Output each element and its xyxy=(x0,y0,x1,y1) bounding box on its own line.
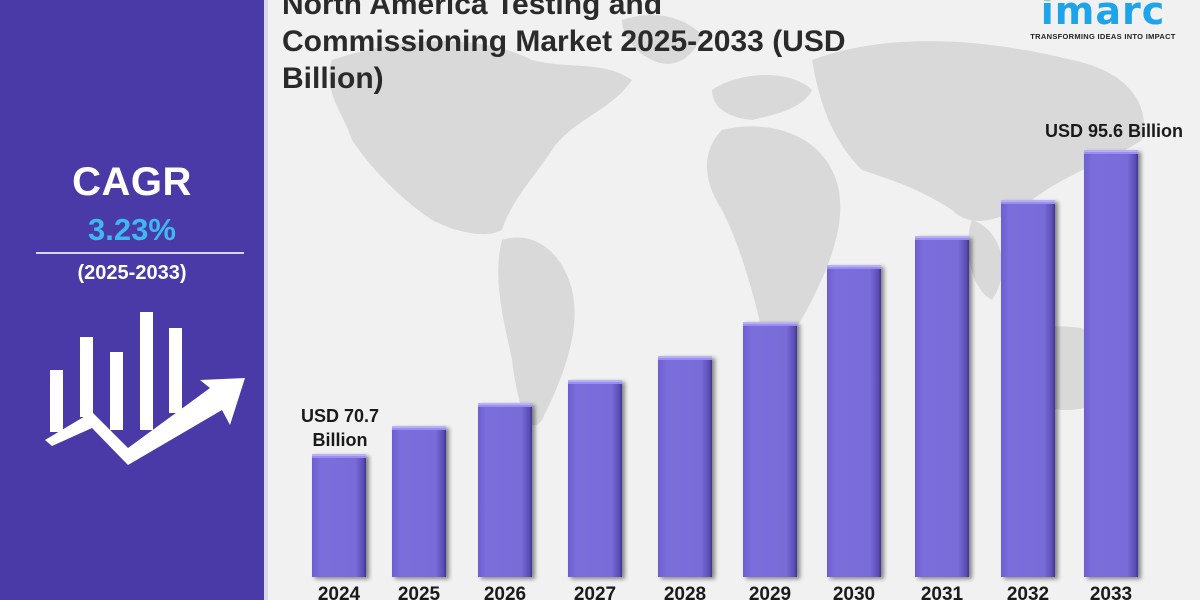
end-value-annotation: USD 95.6 Billion xyxy=(1044,121,1184,141)
bar-2026 xyxy=(478,403,532,577)
title-line-1: North America Testing and xyxy=(282,0,663,21)
bar-2028 xyxy=(658,356,712,577)
bar-2030 xyxy=(827,265,881,577)
cagr-label: CAGR xyxy=(72,160,192,204)
x-label-2024: 2024 xyxy=(317,584,361,600)
logo-tagline: TRANSFORMING IDEAS INTO IMPACT xyxy=(1030,32,1176,41)
bar-2033 xyxy=(1084,150,1138,577)
x-label-2026: 2026 xyxy=(483,584,527,600)
x-label-2025: 2025 xyxy=(397,584,441,600)
bar-2024 xyxy=(312,454,366,577)
start-value-line-2: Billion xyxy=(312,430,368,450)
logo-wordmark: imarc xyxy=(1040,0,1166,33)
cagr-panel: CAGR 3.23% (2025-2033) xyxy=(0,0,268,600)
x-label-2033: 2033 xyxy=(1089,584,1133,600)
title-line-2: Commissioning Market 2025-2033 (USD xyxy=(282,25,846,58)
growth-chart-arrow-icon xyxy=(45,312,245,465)
title-line-3: Billion) xyxy=(282,62,384,95)
bar-2029 xyxy=(743,322,797,577)
cagr-value: 3.23% xyxy=(88,212,176,247)
start-value-line-1: USD 70.7 xyxy=(300,406,380,426)
x-label-2027: 2027 xyxy=(573,584,617,600)
bar-2032 xyxy=(1001,200,1055,577)
x-label-2028: 2028 xyxy=(663,584,707,600)
divider xyxy=(36,252,244,254)
bar-chart: 2024 2025 2026 2027 2028 2029 2030 2031 … xyxy=(272,0,1200,600)
x-label-2032: 2032 xyxy=(1006,584,1050,600)
chart-title: North America Testing and Commissioning … xyxy=(282,0,982,97)
x-label-2031: 2031 xyxy=(920,584,964,600)
x-label-2030: 2030 xyxy=(832,584,876,600)
bar-2031 xyxy=(915,236,969,577)
bar-2027 xyxy=(568,380,622,577)
cagr-period: (2025-2033) xyxy=(77,262,187,284)
imarc-logo: imarc TRANSFORMING IDEAS INTO IMPACT xyxy=(1018,0,1188,42)
start-value-annotation: USD 70.7 Billion xyxy=(290,404,390,452)
x-label-2029: 2029 xyxy=(748,584,792,600)
bar-2025 xyxy=(392,426,446,577)
